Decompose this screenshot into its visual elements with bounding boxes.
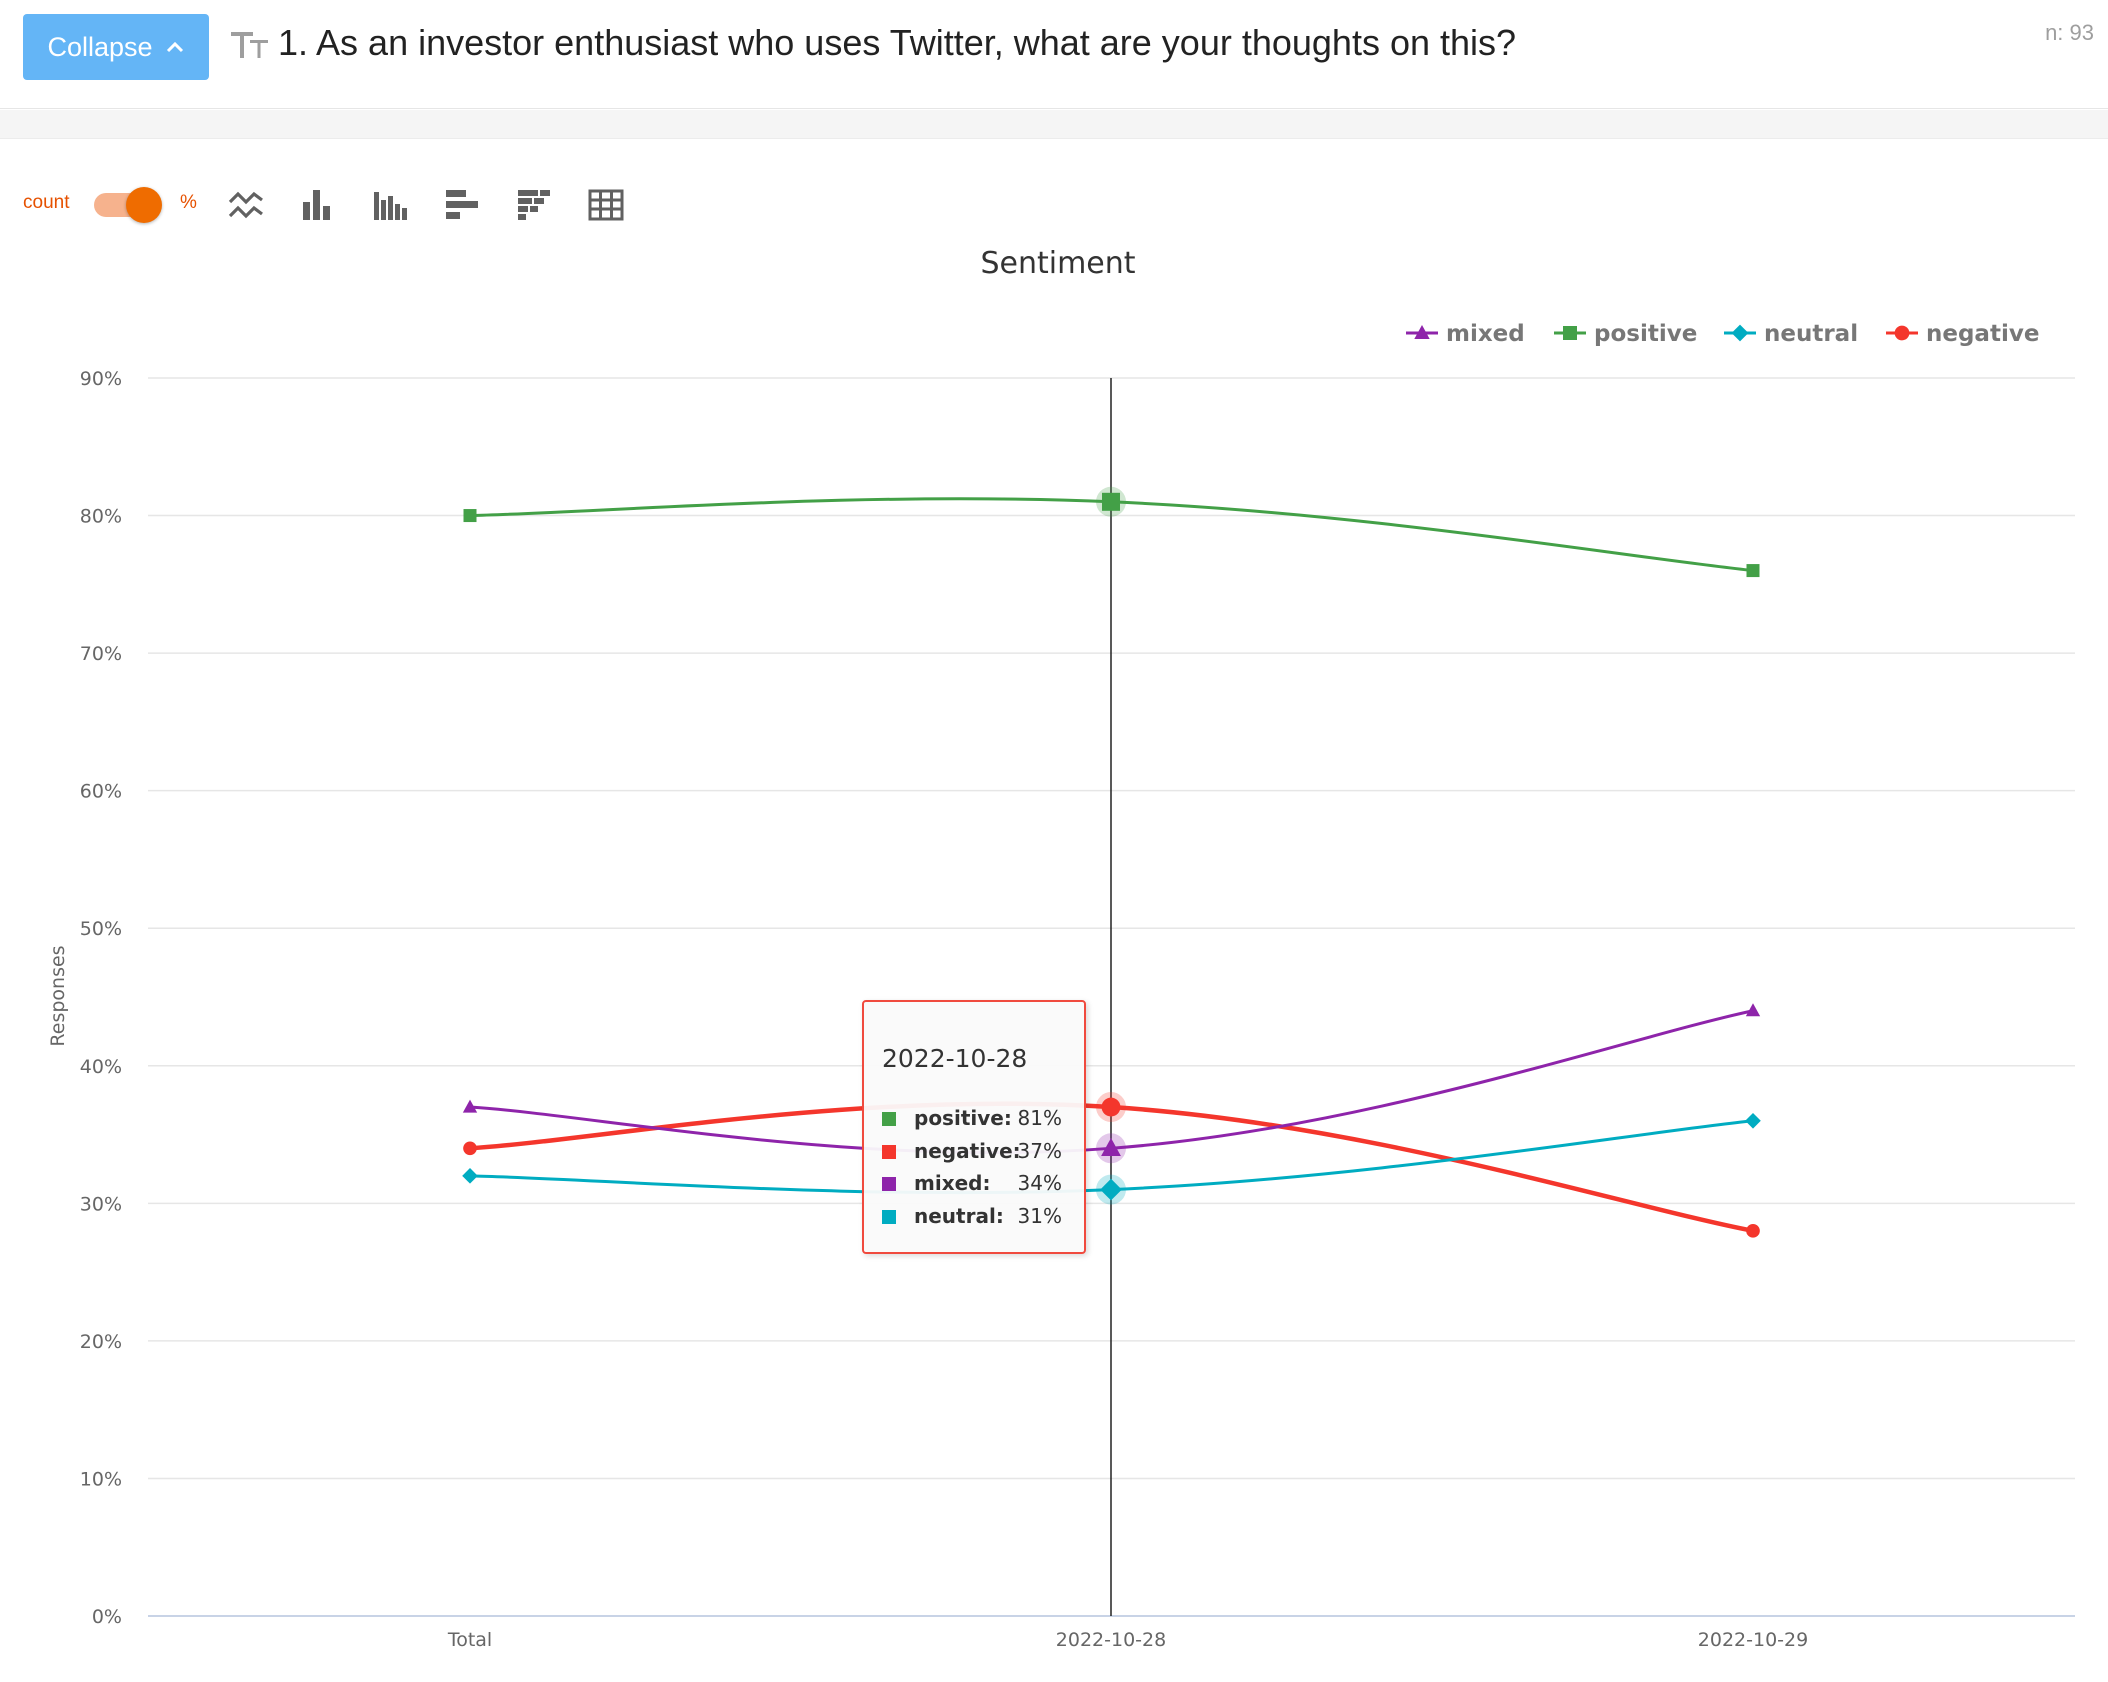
y-tick-label: 60% (80, 781, 122, 803)
header-band (0, 110, 2108, 139)
count-label: count (23, 192, 70, 213)
legend-item-neutral[interactable]: neutral (1724, 321, 1858, 347)
tooltip-series-name: neutral: (914, 1204, 1004, 1228)
chevron-up-icon (166, 41, 183, 53)
tooltip-series-value: 37% (1017, 1139, 1062, 1163)
data-point-mixed[interactable] (1101, 1137, 1121, 1156)
legend-label: negative (1926, 321, 2039, 347)
toggle-knob (126, 187, 162, 223)
y-tick-label: 50% (80, 918, 122, 940)
tooltip-row-positive: positive: 81% (882, 1106, 1082, 1132)
data-point-neutral[interactable] (1745, 1113, 1761, 1129)
question-title: 1. As an investor enthusiast who uses Tw… (278, 22, 1517, 63)
y-tick-label: 20% (80, 1331, 122, 1353)
data-point-negative[interactable] (1101, 1097, 1121, 1117)
count-percent-toggle[interactable] (94, 187, 162, 223)
y-tick-label: 0% (92, 1606, 122, 1628)
legend-label: neutral (1764, 321, 1858, 347)
tooltip-series-value: 34% (1017, 1171, 1062, 1195)
data-point-neutral[interactable] (1100, 1178, 1122, 1201)
tooltip-swatch (882, 1112, 896, 1126)
legend-label: positive (1594, 321, 1697, 347)
collapse-label: Collapse (47, 31, 153, 62)
sentiment-line-chart: Sentiment Responses 0% 10% 20% 30% 40% 50% 60%… (47, 246, 2075, 1651)
y-tick-label: 70% (80, 643, 122, 665)
y-tick-label: 30% (80, 1193, 122, 1215)
legend-item-negative[interactable]: negative (1886, 321, 2039, 347)
tooltip-swatch (882, 1145, 896, 1159)
chart-toolbar: count % (0, 176, 700, 232)
x-tick-label[interactable]: 2022-10-29 (1698, 1629, 1808, 1651)
legend-label: mixed (1446, 321, 1525, 347)
y-axis-label: Responses (47, 945, 69, 1046)
tooltip-series-name: positive: (914, 1106, 1012, 1130)
x-tick-label[interactable]: Total (447, 1629, 492, 1651)
question-header: Collapse 1. As an investor enthusiast wh… (0, 0, 2108, 110)
data-point-positive[interactable] (1746, 564, 1760, 578)
response-count: n: 93 (2045, 20, 2094, 45)
x-tick-label[interactable]: 2022-10-28 (1056, 1629, 1166, 1651)
y-tick-label: 90% (80, 368, 122, 390)
legend-marker[interactable] (1563, 326, 1577, 340)
legend: mixed positive neutral negative (1406, 321, 2039, 347)
legend-item-positive[interactable]: positive (1554, 321, 1697, 347)
legend-marker[interactable] (1731, 324, 1749, 342)
data-point-mixed[interactable] (462, 1099, 478, 1113)
data-point-mixed[interactable] (1745, 1003, 1761, 1017)
tooltip-title: 2022-10-28 (882, 1044, 1028, 1073)
horizontal-bar-chart-icon[interactable] (444, 188, 480, 222)
tooltip-row-mixed: mixed: 34% (882, 1171, 1082, 1197)
y-tick-label: 40% (80, 1056, 122, 1078)
bar-chart-icon[interactable] (300, 188, 336, 222)
data-point-positive[interactable] (1102, 492, 1120, 511)
text-type-icon (231, 32, 268, 58)
chart-title: Sentiment (980, 246, 1135, 281)
tooltip-series-value: 31% (1017, 1204, 1062, 1228)
y-tick-label: 80% (80, 506, 122, 528)
table-icon[interactable] (588, 188, 624, 222)
collapse-button[interactable]: Collapse (23, 14, 209, 80)
tooltip-series-name: mixed: (914, 1171, 991, 1195)
tooltip: 2022-10-28 positive: 81% negative: 37% m… (862, 1000, 1086, 1254)
y-tick-label: 10% (80, 1468, 122, 1490)
data-point-positive[interactable] (463, 509, 477, 523)
tooltip-swatch (882, 1177, 896, 1191)
tooltip-series-value: 81% (1017, 1106, 1062, 1130)
tooltip-row-neutral: neutral: 31% (882, 1204, 1082, 1230)
series-markers (462, 486, 1761, 1238)
legend-item-mixed[interactable]: mixed (1406, 321, 1525, 347)
tooltip-swatch (882, 1210, 896, 1224)
grouped-bar-chart-icon[interactable] (372, 188, 408, 222)
legend-marker[interactable] (1894, 325, 1910, 341)
stacked-horizontal-bar-chart-icon[interactable] (516, 188, 552, 222)
tooltip-row-negative: negative: 37% (882, 1139, 1082, 1165)
line-chart-icon[interactable] (228, 188, 264, 222)
percent-label: % (180, 192, 197, 213)
tooltip-series-name: negative: (914, 1139, 1021, 1163)
legend-marker[interactable] (1414, 324, 1430, 339)
data-point-neutral[interactable] (462, 1168, 478, 1184)
data-point-negative[interactable] (1746, 1224, 1760, 1238)
header-divider (0, 108, 2108, 109)
data-point-negative[interactable] (463, 1141, 477, 1156)
